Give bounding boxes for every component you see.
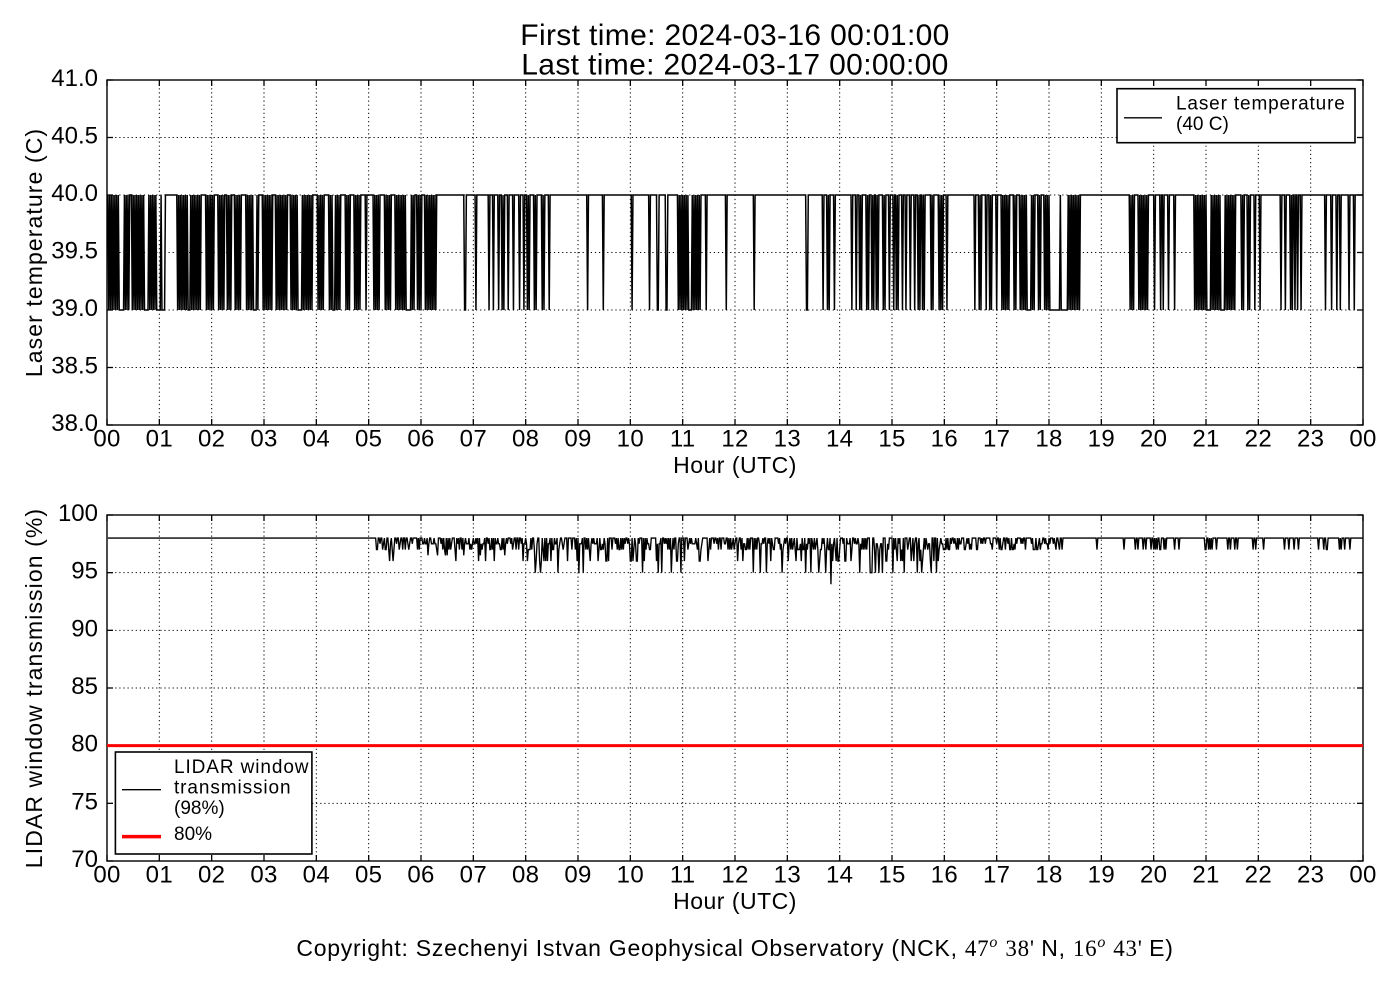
svg-text:16: 16: [931, 426, 958, 453]
svg-text:01: 01: [146, 426, 173, 453]
svg-text:10: 10: [617, 426, 644, 453]
svg-text:80%: 80%: [174, 824, 212, 845]
svg-text:39.5: 39.5: [51, 238, 98, 265]
svg-text:Laser temperature: Laser temperature: [1176, 94, 1346, 115]
svg-text:17: 17: [983, 862, 1010, 889]
svg-text:10: 10: [617, 862, 644, 889]
svg-text:18: 18: [1035, 426, 1062, 453]
svg-text:00: 00: [93, 426, 120, 453]
svg-text:02: 02: [198, 862, 225, 889]
svg-text:11: 11: [670, 862, 696, 889]
svg-text:19: 19: [1088, 426, 1115, 453]
svg-text:05: 05: [355, 426, 382, 453]
svg-text:12: 12: [721, 862, 748, 889]
svg-text:09: 09: [564, 862, 591, 889]
svg-text:13: 13: [774, 862, 801, 889]
svg-text:90: 90: [71, 615, 98, 642]
svg-text:80: 80: [71, 731, 98, 758]
svg-text:38.0: 38.0: [51, 410, 98, 437]
svg-text:95: 95: [71, 558, 98, 585]
svg-text:LIDAR window: LIDAR window: [174, 757, 309, 778]
svg-text:23: 23: [1297, 426, 1324, 453]
svg-text:transmission: transmission: [174, 778, 291, 799]
svg-text:08: 08: [512, 862, 539, 889]
svg-text:22: 22: [1245, 862, 1272, 889]
svg-text:12: 12: [721, 426, 748, 453]
svg-text:85: 85: [71, 673, 98, 700]
svg-text:04: 04: [303, 862, 330, 889]
svg-text:39.0: 39.0: [51, 295, 98, 322]
svg-text:14: 14: [826, 862, 853, 889]
svg-text:14: 14: [826, 426, 853, 453]
svg-text:00: 00: [1349, 426, 1376, 453]
svg-text:Laser temperature (C): Laser temperature (C): [21, 128, 47, 377]
svg-text:00: 00: [93, 862, 120, 889]
svg-text:01: 01: [146, 862, 173, 889]
svg-text:21: 21: [1192, 426, 1219, 453]
svg-text:03: 03: [250, 862, 277, 889]
svg-text:19: 19: [1088, 862, 1115, 889]
svg-text:07: 07: [460, 862, 487, 889]
svg-text:17: 17: [983, 426, 1010, 453]
svg-text:100: 100: [58, 500, 98, 527]
svg-text:40.5: 40.5: [51, 123, 98, 150]
svg-text:23: 23: [1297, 862, 1324, 889]
svg-text:06: 06: [407, 862, 434, 889]
svg-text:Last time: 2024-03-17 00:00:00: Last time: 2024-03-17 00:00:00: [521, 49, 948, 82]
svg-text:LIDAR window transmission (%): LIDAR window transmission (%): [21, 508, 47, 868]
svg-text:(98%): (98%): [174, 798, 225, 819]
svg-text:41.0: 41.0: [51, 65, 98, 92]
svg-text:13: 13: [774, 426, 801, 453]
svg-text:07: 07: [460, 426, 487, 453]
svg-text:00: 00: [1349, 862, 1376, 889]
svg-text:21: 21: [1192, 862, 1219, 889]
svg-text:08: 08: [512, 426, 539, 453]
svg-text:03: 03: [250, 426, 277, 453]
svg-text:First time: 2024-03-16 00:01:0: First time: 2024-03-16 00:01:00: [520, 19, 949, 52]
svg-text:22: 22: [1245, 426, 1272, 453]
svg-text:Hour (UTC): Hour (UTC): [673, 452, 797, 478]
svg-text:38.5: 38.5: [51, 353, 98, 380]
svg-text:15: 15: [878, 426, 905, 453]
svg-text:75: 75: [71, 788, 98, 815]
svg-text:70: 70: [71, 846, 98, 873]
svg-text:20: 20: [1140, 862, 1167, 889]
svg-text:40.0: 40.0: [51, 180, 98, 207]
svg-text:04: 04: [303, 426, 330, 453]
svg-text:05: 05: [355, 862, 382, 889]
svg-text:16: 16: [931, 862, 958, 889]
svg-text:(40 C): (40 C): [1176, 114, 1229, 135]
svg-text:11: 11: [670, 426, 696, 453]
svg-text:Hour (UTC): Hour (UTC): [673, 888, 797, 914]
svg-text:09: 09: [564, 426, 591, 453]
svg-text:02: 02: [198, 426, 225, 453]
svg-text:15: 15: [878, 862, 905, 889]
svg-text:Copyright: Szechenyi Istvan Ge: Copyright: Szechenyi Istvan Geophysical …: [296, 934, 1173, 961]
svg-text:20: 20: [1140, 426, 1167, 453]
svg-text:18: 18: [1035, 862, 1062, 889]
svg-text:06: 06: [407, 426, 434, 453]
